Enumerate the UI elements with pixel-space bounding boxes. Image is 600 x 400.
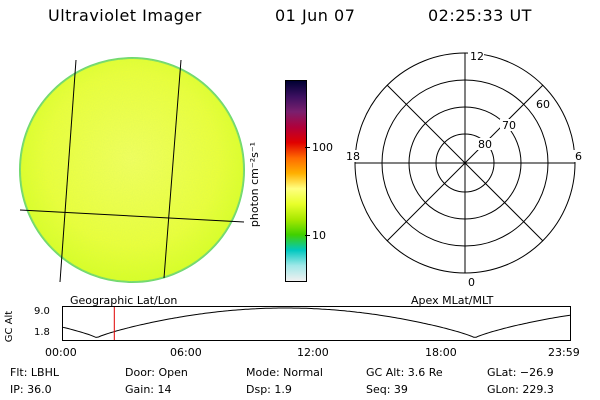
mlt-label-18: 18 [346,150,360,163]
altitude-axis-label: GC Alt [4,310,16,343]
colorbar-tick-mark [305,147,310,148]
info-gain: Gain: 14 [125,383,172,396]
mlat-label-60: 60 [536,98,550,111]
colorbar-tick-mark [305,235,310,236]
altitude-max-label: 9.0 [34,306,50,317]
color-scale-bar [285,80,307,282]
altitude-plot-frame [62,306,571,341]
mlat-label-80: 80 [478,138,492,151]
x-tick-2359: 23:59 [548,346,580,359]
longitude-line [59,59,77,283]
altitude-min-label: 1.8 [34,327,50,338]
x-tick-0600: 06:00 [170,346,202,359]
x-tick-1200: 12:00 [297,346,329,359]
altitude-plot [62,306,571,341]
colorbar-tick-100: 100 [312,141,333,154]
app-title: Ultraviolet Imager [48,6,202,25]
apex-caption: Apex MLat/MLT [411,294,494,307]
info-glon: GLon: 229.3 [487,383,554,396]
info-dsp: Dsp: 1.9 [246,383,292,396]
info-glat: GLat: −26.9 [487,366,554,379]
mlt-label-6: 6 [575,150,582,163]
polar-mlt-plot: 12 0 18 6 80 70 60 [344,50,585,289]
info-door: Door: Open [125,366,188,379]
mlat-label-70: 70 [502,119,516,132]
longitude-line [163,59,182,279]
colorbar-unit-label: photon cm⁻²s⁻¹ [248,141,262,228]
info-mode: Mode: Normal [246,366,323,379]
date-label: 01 Jun 07 [275,6,356,25]
info-seq: Seq: 39 [366,383,408,396]
time-label: 02:25:33 UT [428,6,532,25]
mlt-label-12: 12 [470,50,484,63]
colorbar-tick-10: 10 [312,229,326,242]
info-gc-alt: GC Alt: 3.6 Re [366,366,443,379]
geographic-caption: Geographic Lat/Lon [70,294,178,307]
info-ip: IP: 36.0 [10,383,52,396]
mlt-label-0: 0 [468,276,475,289]
x-tick-1800: 18:00 [425,346,457,359]
latitude-line [19,209,245,223]
x-tick-0000: 00:00 [45,346,77,359]
uv-earth-image [19,57,245,283]
info-filter: Flt: LBHL [10,366,59,379]
altitude-curve [62,307,571,338]
